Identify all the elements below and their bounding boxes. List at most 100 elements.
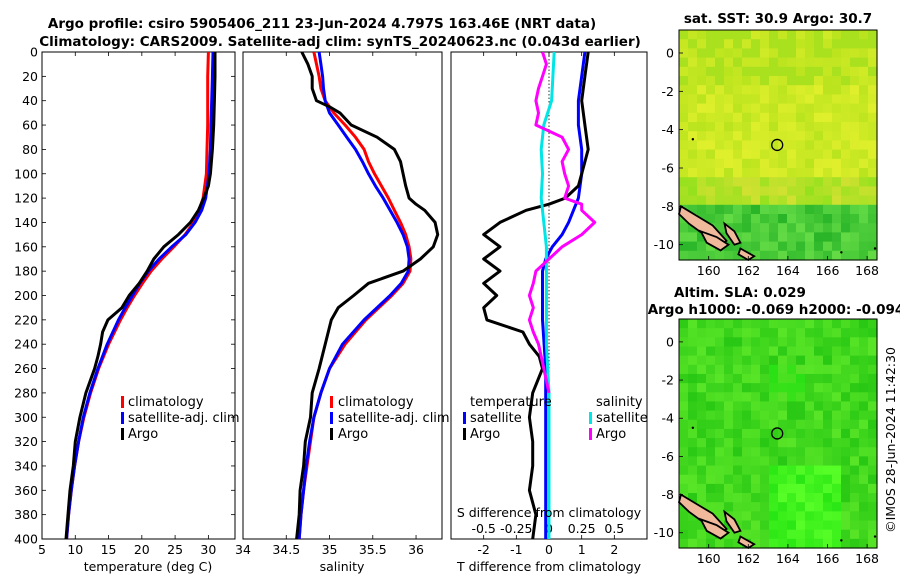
heatmap-cell <box>787 250 797 261</box>
heatmap-cell <box>688 140 698 151</box>
heatmap-cell <box>697 438 707 448</box>
heatmap-cell <box>778 76 788 86</box>
heatmap-cell <box>733 48 743 59</box>
heatmap-cell <box>751 168 761 178</box>
legend-swatch-s-argo <box>589 428 592 440</box>
heatmap-cell <box>796 511 806 522</box>
heatmap-cell <box>805 474 815 485</box>
heatmap-cell <box>679 112 689 123</box>
heatmap-cell <box>778 502 788 512</box>
heatmap-cell <box>769 392 779 403</box>
heatmap-cell <box>805 66 815 77</box>
heatmap-cell <box>850 373 860 384</box>
land-polygon <box>698 229 731 252</box>
heatmap-cell <box>742 483 752 494</box>
depth-tick-label: 380 <box>14 507 38 522</box>
heatmap-cell <box>805 39 815 49</box>
depth-tick-label: 360 <box>14 483 38 498</box>
heatmap-cell <box>805 48 815 59</box>
heatmap-cell <box>787 373 797 384</box>
heatmap-cell <box>832 149 842 160</box>
legend-label-climatology: climatology <box>128 395 204 410</box>
heatmap-cell <box>688 337 698 348</box>
heatmap-cell <box>697 57 707 68</box>
heatmap-cell <box>787 392 797 403</box>
heatmap-cell <box>688 410 698 421</box>
legend-label-argo: Argo <box>338 427 368 442</box>
heatmap-cell <box>814 76 824 86</box>
heatmap-cell <box>787 57 797 68</box>
heatmap-cell <box>787 149 797 160</box>
heatmap-cell <box>769 103 779 114</box>
heatmap-cell <box>778 493 788 503</box>
heatmap-cell <box>715 177 725 187</box>
heatmap-cell <box>733 158 743 169</box>
heatmap-cell <box>715 410 725 421</box>
heatmap-cell <box>724 456 734 467</box>
heatmap-cell <box>769 520 779 531</box>
heatmap-cell <box>760 131 770 141</box>
heatmap-cell <box>742 392 752 403</box>
heatmap-cell <box>697 85 707 95</box>
lat-tick-label: -10 <box>654 525 674 540</box>
heatmap-cell <box>760 48 770 59</box>
heatmap-cell <box>751 30 761 40</box>
heatmap-cell <box>778 57 788 68</box>
heatmap-cell <box>823 30 833 40</box>
legend-swatch-argo <box>330 428 333 440</box>
heatmap-cell <box>751 520 761 531</box>
heatmap-cell <box>814 511 824 522</box>
heatmap-cell <box>769 447 779 457</box>
heatmap-cell <box>715 204 725 215</box>
heatmap-cell <box>832 355 842 366</box>
heatmap-cell <box>832 241 842 252</box>
heatmap-cell <box>823 538 833 549</box>
heatmap-cell <box>724 364 734 375</box>
heatmap-cell <box>796 438 806 448</box>
heatmap-cell <box>679 140 689 151</box>
heatmap-cell <box>679 364 689 375</box>
heatmap-cell <box>679 186 689 197</box>
heatmap-cell <box>697 383 707 393</box>
heatmap-cell <box>733 241 743 252</box>
heatmap-cell <box>796 223 806 233</box>
heatmap-cell <box>841 168 851 178</box>
heatmap-cell <box>733 383 743 393</box>
heatmap-cell <box>679 538 689 549</box>
heatmap-cell <box>760 204 770 215</box>
land-polygon <box>723 509 742 534</box>
heatmap-cell <box>841 511 851 522</box>
heatmap-cell <box>697 241 707 252</box>
heatmap-cell <box>823 48 833 59</box>
heatmap-cell <box>796 392 806 403</box>
heatmap-cell <box>805 214 815 224</box>
heatmap-cell <box>868 112 878 123</box>
heatmap-cell <box>805 30 815 40</box>
heatmap-cell <box>742 214 752 224</box>
heatmap-cell <box>706 186 716 197</box>
heatmap-cell <box>769 355 779 366</box>
heatmap-cell <box>859 94 869 105</box>
heatmap-cell <box>697 373 707 384</box>
heatmap-cell <box>832 538 842 549</box>
heatmap-cell <box>832 140 842 151</box>
heatmap-cell <box>841 232 851 243</box>
depth-tick-label: 120 <box>14 191 38 206</box>
heatmap-cell <box>832 186 842 197</box>
s-tick-label: 0.25 <box>568 521 596 536</box>
heatmap-cell <box>697 250 707 261</box>
heatmap-cell <box>733 76 743 86</box>
heatmap-cell <box>796 103 806 114</box>
depth-tick-label: 160 <box>14 239 38 254</box>
argo-location-marker <box>771 138 784 152</box>
heatmap-cell <box>679 39 689 49</box>
heatmap-cell <box>832 483 842 494</box>
heatmap-cell <box>814 346 824 357</box>
heatmap-cell <box>868 232 878 243</box>
heatmap-cell <box>751 158 761 169</box>
heatmap-cell <box>823 168 833 178</box>
profile-line-t-argo <box>482 52 590 539</box>
heatmap-cell <box>742 76 752 86</box>
heatmap-cell <box>742 465 752 476</box>
heatmap-cell <box>769 465 779 476</box>
